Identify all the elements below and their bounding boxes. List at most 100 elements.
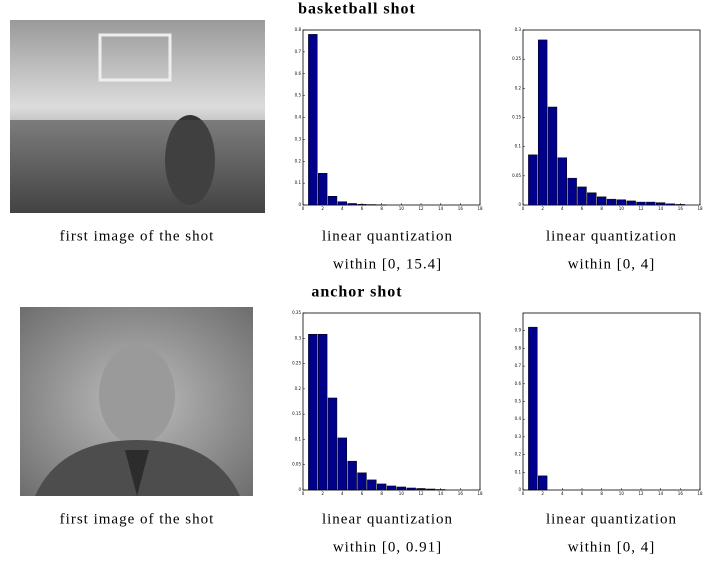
y-tick-label: 0.2 <box>295 158 302 163</box>
bar <box>377 484 386 490</box>
chart-caption: linear quantization <box>546 228 677 244</box>
chart-caption: linear quantization <box>322 228 453 244</box>
bar <box>358 204 367 205</box>
bar <box>417 488 426 490</box>
x-tick-label: 16 <box>678 491 684 496</box>
x-tick-label: 2 <box>541 206 544 211</box>
bar <box>308 34 317 205</box>
basketball-image <box>10 20 265 213</box>
x-tick-label: 18 <box>697 491 703 496</box>
x-tick-label: 18 <box>477 491 483 496</box>
bar <box>338 202 347 205</box>
x-tick-label: 14 <box>438 491 444 496</box>
bar <box>528 327 537 490</box>
x-tick-label: 2 <box>541 491 544 496</box>
image-caption: first image of the shot <box>60 511 215 527</box>
y-tick-label: 0.05 <box>512 173 521 178</box>
x-tick-label: 6 <box>361 491 364 496</box>
y-tick-label: 0.1 <box>295 436 302 441</box>
x-tick-label: 14 <box>438 206 444 211</box>
bar <box>587 193 596 205</box>
y-tick-label: 0.3 <box>295 335 302 340</box>
bar <box>676 204 685 205</box>
x-tick-label: 16 <box>458 491 464 496</box>
chart-caption: within [0, 4] <box>568 539 656 555</box>
y-tick-label: 0.6 <box>515 381 522 386</box>
bar <box>348 461 357 490</box>
figure: basketball shot first image of the shot … <box>0 0 715 562</box>
bar <box>528 155 537 205</box>
x-tick-label: 0 <box>522 491 525 496</box>
x-tick-label: 10 <box>619 206 625 211</box>
x-tick-label: 14 <box>658 206 664 211</box>
y-tick-label: 0.3 <box>295 136 302 141</box>
bar <box>348 203 357 205</box>
x-tick-label: 10 <box>399 206 405 211</box>
x-tick-label: 4 <box>341 206 344 211</box>
x-tick-label: 12 <box>418 206 424 211</box>
x-tick-label: 8 <box>600 206 603 211</box>
bar <box>607 199 616 205</box>
x-tick-label: 16 <box>678 206 684 211</box>
y-tick-label: 0.15 <box>292 411 301 416</box>
plot-frame <box>523 313 700 490</box>
x-tick-label: 6 <box>361 206 364 211</box>
y-tick-label: 0.3 <box>515 27 522 32</box>
bar <box>656 203 665 205</box>
x-tick-label: 4 <box>561 206 564 211</box>
bar <box>627 201 636 205</box>
x-tick-label: 18 <box>697 206 703 211</box>
y-tick-label: 0.25 <box>512 56 521 61</box>
bar <box>328 196 337 205</box>
bar <box>308 334 317 490</box>
y-tick-label: 0.3 <box>515 434 522 439</box>
x-tick-label: 10 <box>619 491 625 496</box>
bar <box>407 488 416 490</box>
y-tick-label: 0.6 <box>295 71 302 76</box>
y-tick-label: 0.15 <box>512 115 521 120</box>
chart-caption: linear quantization <box>322 511 453 527</box>
x-tick-label: 6 <box>581 491 584 496</box>
y-tick-label: 0.8 <box>295 27 302 32</box>
bar <box>578 187 587 205</box>
y-tick-label: 0.2 <box>295 386 302 391</box>
x-tick-label: 2 <box>321 206 324 211</box>
bar <box>617 200 626 205</box>
x-tick-label: 10 <box>399 491 405 496</box>
x-tick-label: 6 <box>581 206 584 211</box>
chart-caption: linear quantization <box>546 511 677 527</box>
bar <box>538 40 547 205</box>
bar <box>318 334 327 490</box>
x-tick-label: 16 <box>458 206 464 211</box>
bar <box>367 480 376 490</box>
x-tick-label: 8 <box>380 206 383 211</box>
x-tick-label: 8 <box>380 491 383 496</box>
x-tick-label: 4 <box>561 491 564 496</box>
bar <box>666 204 675 205</box>
bar <box>358 473 367 490</box>
y-tick-label: 0.7 <box>515 363 522 368</box>
x-tick-label: 0 <box>302 491 305 496</box>
y-tick-label: 0.05 <box>292 462 301 467</box>
image-caption: first image of the shot <box>60 228 215 244</box>
x-tick-label: 2 <box>321 491 324 496</box>
y-tick-label: 0.2 <box>515 452 522 457</box>
bar <box>436 489 445 490</box>
y-tick-label: 0.35 <box>292 310 301 315</box>
plot-frame <box>303 30 480 205</box>
y-tick-label: 0.25 <box>292 361 301 366</box>
x-tick-label: 12 <box>638 206 644 211</box>
bar <box>597 197 606 205</box>
bar <box>338 438 347 490</box>
x-tick-label: 14 <box>658 491 664 496</box>
y-tick-label: 0.4 <box>515 416 522 421</box>
chart-caption: within [0, 15.4] <box>333 256 442 272</box>
bar <box>397 487 406 490</box>
y-tick-label: 0.2 <box>515 85 522 90</box>
y-tick-label: 0.1 <box>295 180 302 185</box>
y-tick-label: 0.9 <box>515 328 522 333</box>
x-tick-label: 12 <box>638 491 644 496</box>
